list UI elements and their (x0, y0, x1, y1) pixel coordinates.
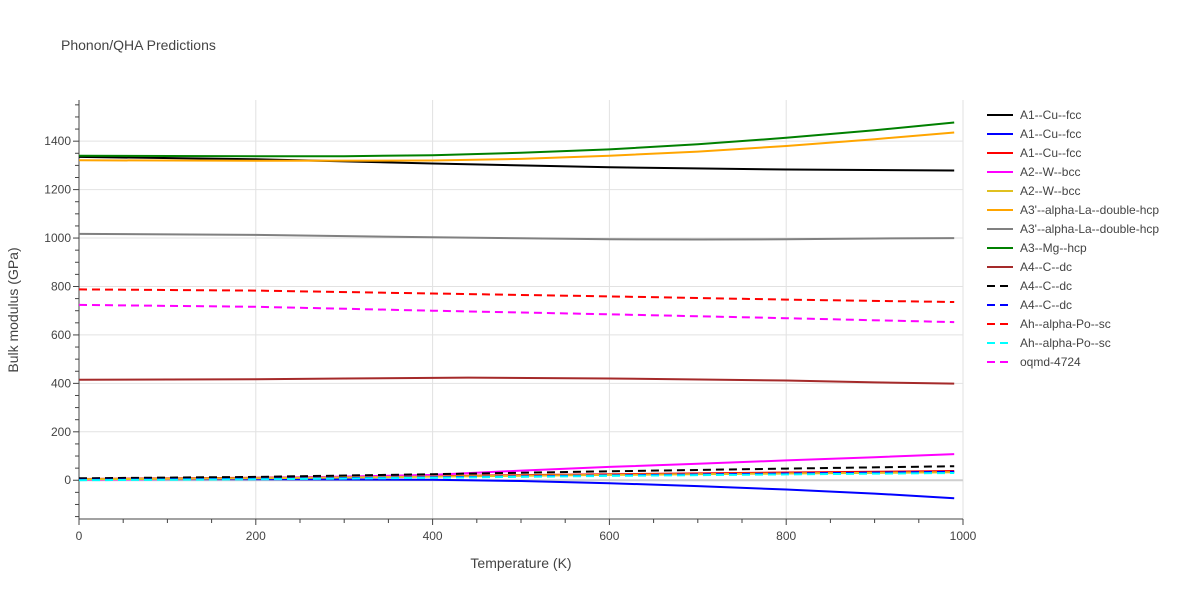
series-line-8 (78, 376, 955, 385)
series-line-12 (78, 472, 955, 482)
legend-label: Ah--alpha-Po--sc (1020, 317, 1111, 331)
y-tick-label: 800 (51, 279, 71, 293)
legend-label: A2--W--bcc (1020, 165, 1080, 179)
legend-item[interactable]: A3'--alpha-La--double-hcp (987, 203, 1159, 217)
legend-item[interactable]: A4--C--dc (987, 298, 1072, 312)
y-tick-label: 0 (64, 473, 71, 487)
legend-label: A1--Cu--fcc (1020, 146, 1081, 160)
legend-item[interactable]: Ah--alpha-Po--sc (987, 336, 1111, 350)
legend-label: A2--W--bcc (1020, 184, 1080, 198)
y-tick-label: 1200 (44, 183, 71, 197)
legend-label: A4--C--dc (1020, 260, 1072, 274)
series-line-1 (78, 478, 955, 500)
y-tick-label: 1400 (44, 134, 71, 148)
legend-item[interactable]: A3'--alpha-La--double-hcp (987, 222, 1159, 236)
grid (78, 100, 964, 519)
y-tick-label: 200 (51, 425, 71, 439)
legend-item[interactable]: A2--W--bcc (987, 184, 1080, 198)
x-tick-label: 600 (599, 529, 619, 543)
legend-label: A3'--alpha-La--double-hcp (1020, 222, 1159, 236)
legend-label: A4--C--dc (1020, 279, 1072, 293)
y-tick-label: 400 (51, 376, 71, 390)
legend-label: A1--Cu--fcc (1020, 127, 1081, 141)
legend-item[interactable]: A1--Cu--fcc (987, 127, 1081, 141)
series-line-5 (78, 131, 955, 162)
legend-item[interactable]: A1--Cu--fcc (987, 108, 1081, 122)
legend-label: A1--Cu--fcc (1020, 108, 1081, 122)
legend[interactable]: A1--Cu--fcc A1--Cu--fcc A1--Cu--fcc A2--W--… (987, 108, 1159, 369)
x-tick-label: 800 (776, 529, 796, 543)
legend-label: A4--C--dc (1020, 298, 1072, 312)
series-lines (78, 121, 955, 500)
series-line-7 (78, 121, 955, 158)
x-tick-label: 0 (76, 529, 83, 543)
series-line-6 (78, 232, 955, 241)
series-line-0 (78, 155, 955, 172)
y-tick-label: 600 (51, 328, 71, 342)
legend-label: A3'--alpha-La--double-hcp (1020, 203, 1159, 217)
legend-item[interactable]: A3--Mg--hcp (987, 241, 1087, 255)
legend-item[interactable]: A4--C--dc (987, 260, 1072, 274)
x-tick-label: 400 (423, 529, 443, 543)
series-line-11 (78, 288, 955, 303)
series-line-9 (78, 465, 955, 480)
legend-item[interactable]: A1--Cu--fcc (987, 146, 1081, 160)
y-tick-label: 1000 (44, 231, 71, 245)
x-tick-label: 1000 (950, 529, 977, 543)
chart-title: Phonon/QHA Predictions (61, 37, 216, 53)
x-tick-label: 200 (246, 529, 266, 543)
legend-label: A3--Mg--hcp (1020, 241, 1087, 255)
legend-label: Ah--alpha-Po--sc (1020, 336, 1111, 350)
series-line-13 (78, 303, 955, 324)
legend-item[interactable]: A2--W--bcc (987, 165, 1080, 179)
legend-item[interactable]: oqmd-4724 (987, 355, 1081, 369)
legend-item[interactable]: Ah--alpha-Po--sc (987, 317, 1111, 331)
legend-item[interactable]: A4--C--dc (987, 279, 1072, 293)
legend-label: oqmd-4724 (1020, 355, 1081, 369)
axes: 0 200 400 600 800 1000 0 200 400 600 800 1000 1200 14… (44, 100, 977, 543)
x-axis-title: Temperature (K) (470, 555, 572, 571)
